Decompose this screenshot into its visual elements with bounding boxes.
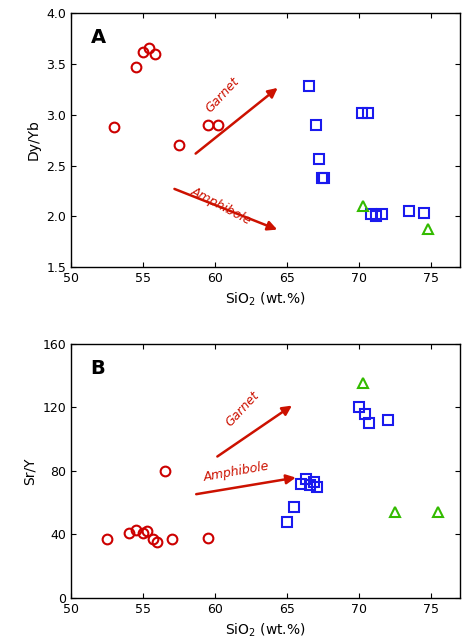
X-axis label: SiO$_2$ (wt.%): SiO$_2$ (wt.%)	[225, 291, 306, 308]
Text: Garnet: Garnet	[203, 75, 241, 114]
Text: B: B	[91, 359, 105, 378]
Text: A: A	[91, 28, 106, 47]
Y-axis label: Dy/Yb: Dy/Yb	[27, 120, 41, 161]
Text: Garnet: Garnet	[223, 389, 262, 430]
Text: Amphibole: Amphibole	[203, 459, 271, 484]
Text: Amphibole: Amphibole	[189, 185, 254, 228]
X-axis label: SiO$_2$ (wt.%): SiO$_2$ (wt.%)	[225, 621, 306, 638]
Y-axis label: Sr/Y: Sr/Y	[23, 457, 37, 485]
